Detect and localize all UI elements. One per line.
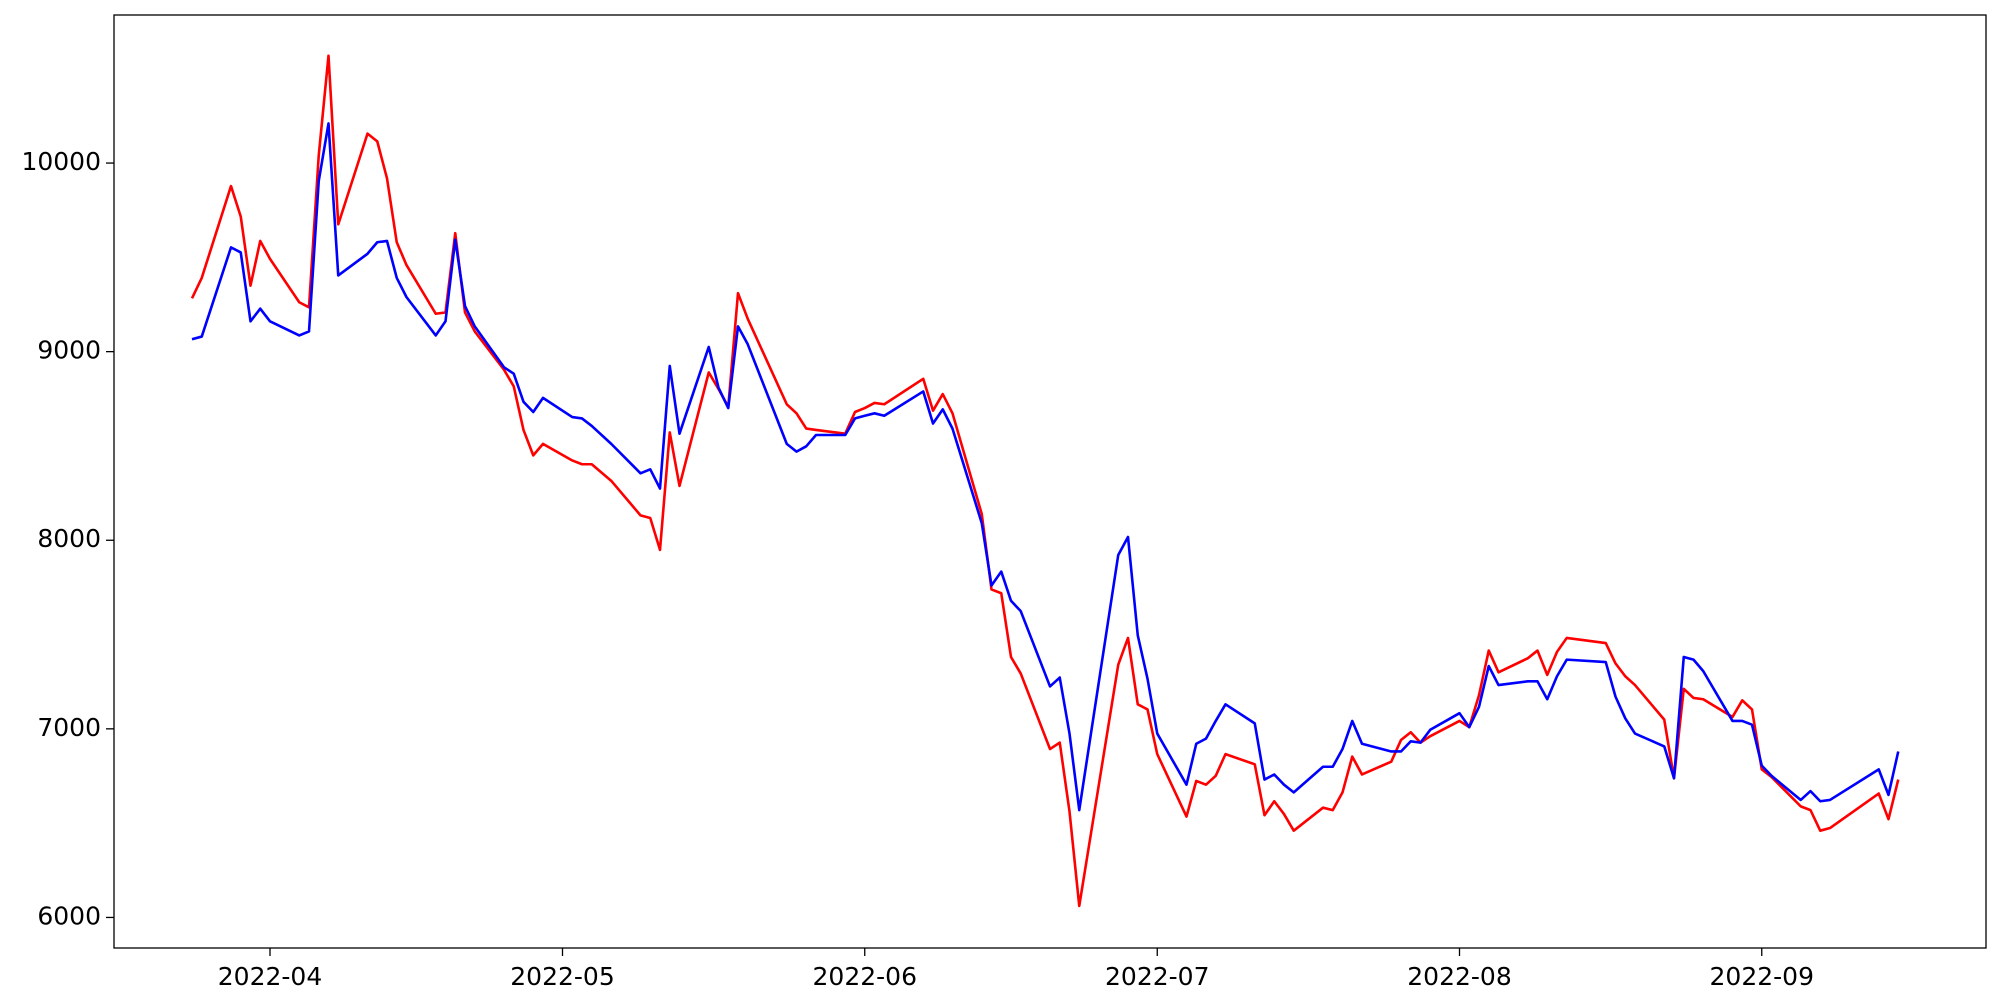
y-tick-label: 10000 <box>21 147 101 176</box>
x-tick-label: 2022-06 <box>813 962 917 991</box>
plot-frame <box>113 14 1987 949</box>
y-tick-label: 6000 <box>37 901 101 930</box>
x-tick-label: 2022-04 <box>218 962 322 991</box>
x-tick-label: 2022-09 <box>1710 962 1814 991</box>
x-tick-label: 2022-07 <box>1105 962 1209 991</box>
series-line <box>191 122 1900 812</box>
y-tick-label: 7000 <box>37 713 101 742</box>
x-tick-label: 2022-08 <box>1407 962 1511 991</box>
series-line <box>190 54 1900 908</box>
x-tick-label: 2022-05 <box>510 962 614 991</box>
y-tick-label: 8000 <box>37 524 101 553</box>
y-tick-label: 9000 <box>37 336 101 365</box>
